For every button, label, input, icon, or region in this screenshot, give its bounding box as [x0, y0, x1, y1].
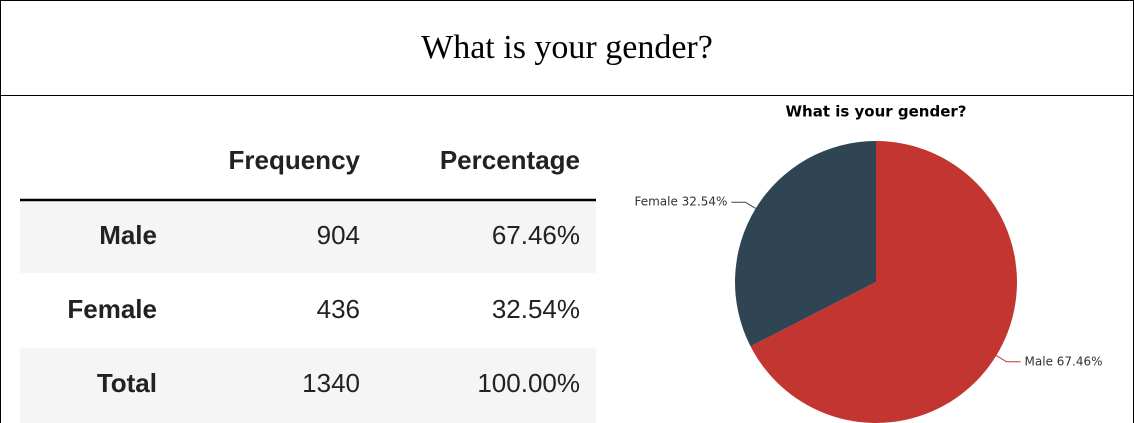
data-label: Male 67.46% — [1025, 354, 1103, 368]
header-title: What is your gender? — [421, 29, 713, 66]
row-label: Male — [99, 220, 157, 250]
row-bg — [20, 348, 596, 423]
data-label: Female 32.54% — [634, 195, 727, 209]
column-header: Percentage — [440, 145, 580, 175]
cell: 1340 — [302, 368, 360, 398]
label-line — [731, 201, 756, 209]
pie-slice — [735, 141, 876, 347]
cell: 32.54% — [492, 294, 580, 324]
cell: 100.00% — [477, 368, 580, 398]
pie-slice — [750, 141, 1018, 423]
cell: 67.46% — [492, 220, 580, 250]
column-header: Frequency — [229, 145, 361, 175]
label-line — [996, 355, 1021, 363]
cell: 436 — [317, 294, 360, 324]
row-label: Female — [67, 294, 157, 324]
row-bg — [20, 201, 596, 273]
cell: 904 — [317, 220, 360, 250]
row-label: Total — [97, 368, 157, 398]
chart-title: What is your gender? — [785, 103, 966, 121]
